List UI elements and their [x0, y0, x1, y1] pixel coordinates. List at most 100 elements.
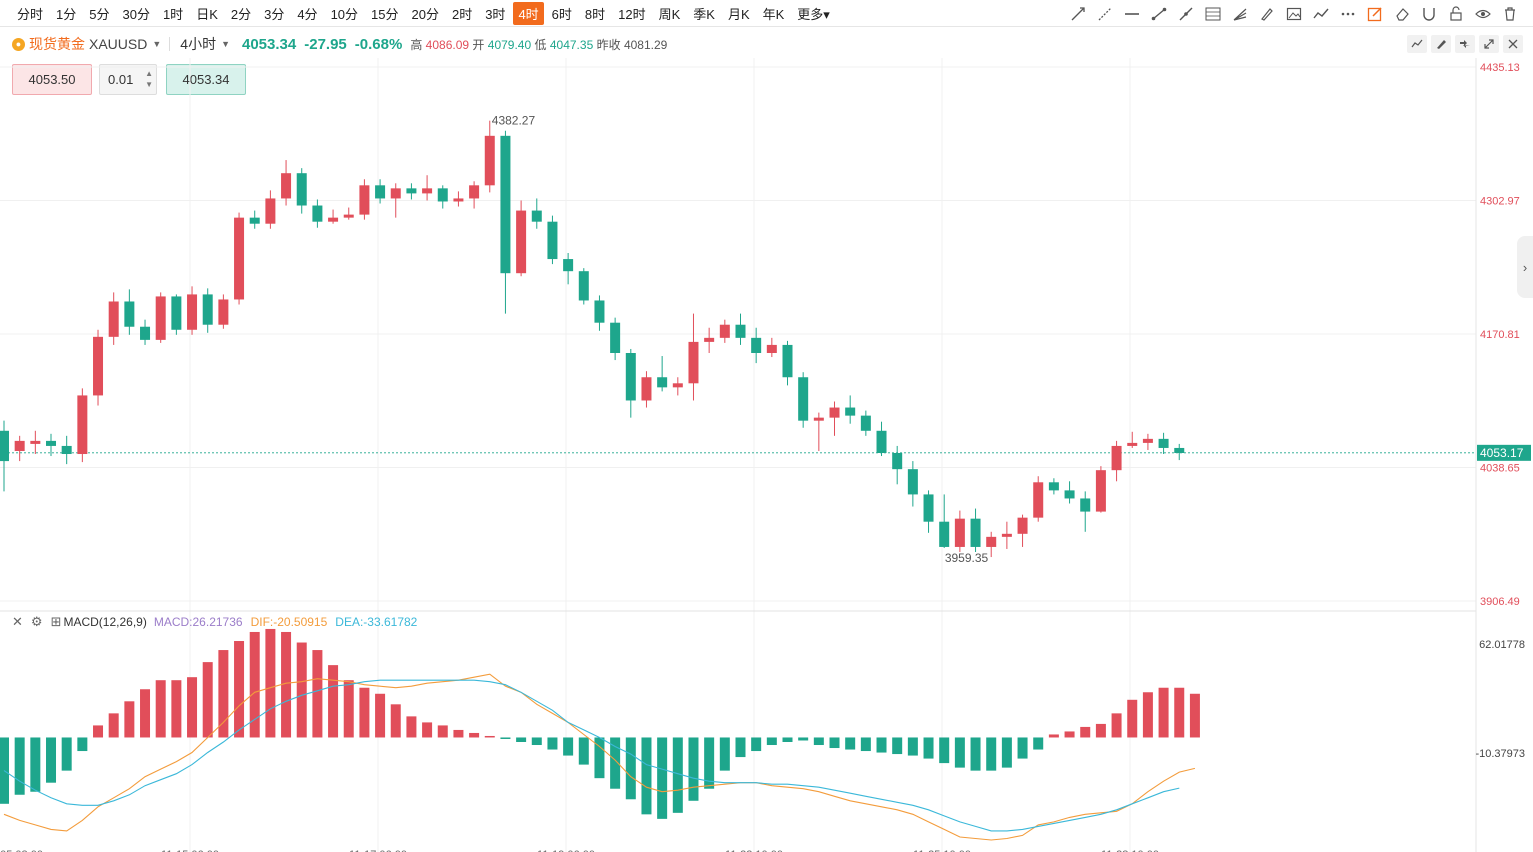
- macd-bar: [234, 641, 245, 738]
- candle-body: [547, 221, 558, 260]
- macd-bar: [782, 737, 793, 742]
- period-tab[interactable]: 8时: [584, 6, 606, 22]
- candle-body: [155, 296, 166, 340]
- period-tab[interactable]: 更多▾: [797, 6, 830, 22]
- period-tab[interactable]: 2时: [451, 6, 473, 22]
- macd-bar: [1048, 734, 1059, 738]
- candle-body: [484, 135, 495, 186]
- sell-button[interactable]: 4053.50: [12, 64, 92, 95]
- macd-bar: [406, 716, 417, 738]
- trash-icon[interactable]: [1501, 5, 1519, 23]
- macd-bar: [845, 737, 856, 750]
- eraser-icon[interactable]: [1393, 5, 1411, 23]
- fullscreen-icon[interactable]: [1479, 35, 1499, 53]
- period-tab[interactable]: 4分: [297, 6, 318, 22]
- quick-order-panel: 4053.50 0.01 ▲ ▼ 4053.34: [12, 64, 246, 95]
- macd-bar: [1017, 737, 1028, 759]
- close-icon[interactable]: [1503, 35, 1523, 53]
- settings-icon[interactable]: ⚙: [30, 614, 43, 629]
- candle-body: [296, 173, 307, 206]
- period-tab[interactable]: 1时: [162, 6, 184, 22]
- symbol-dropdown-icon[interactable]: ▼: [152, 39, 162, 49]
- stepper-arrows-icon[interactable]: ▲ ▼: [145, 69, 153, 89]
- period-tab[interactable]: 3分: [264, 6, 285, 22]
- macd-bar: [798, 737, 809, 741]
- period-dropdown-icon[interactable]: ▼: [221, 39, 230, 49]
- fan-lines-icon[interactable]: [1231, 5, 1249, 23]
- period-tab[interactable]: 1分: [56, 6, 77, 22]
- brush-icon[interactable]: [1258, 5, 1276, 23]
- period-tab[interactable]: 5分: [89, 6, 110, 22]
- eye-icon[interactable]: [1474, 5, 1492, 23]
- candle-body: [766, 344, 777, 354]
- ray-line-icon[interactable]: [1069, 5, 1087, 23]
- period-selector[interactable]: 4小时: [180, 36, 217, 52]
- macd-bar: [625, 737, 636, 800]
- candle-body: [46, 440, 57, 446]
- expand-icon[interactable]: ⊞: [50, 614, 62, 629]
- candle-body: [1048, 482, 1059, 491]
- chart-style-icon[interactable]: [1407, 35, 1427, 53]
- current-price: 4053.34: [242, 35, 297, 53]
- candle-body: [61, 445, 72, 455]
- period-tab[interactable]: 4时: [513, 1, 544, 25]
- candle-body: [281, 173, 292, 199]
- chart-type-icon[interactable]: [1312, 5, 1330, 23]
- period-tab[interactable]: 季K: [693, 6, 715, 22]
- quantity-value: 0.01: [108, 72, 134, 87]
- trend-segment-icon[interactable]: [1150, 5, 1168, 23]
- side-panel-toggle[interactable]: ›: [1517, 236, 1533, 298]
- image-icon[interactable]: [1285, 5, 1303, 23]
- macd-bar: [860, 737, 871, 752]
- horizontal-line-icon[interactable]: [1123, 5, 1141, 23]
- price-chart[interactable]: 4435.13 4302.97 4170.81 4038.65 3906.49 4053.…: [0, 58, 1533, 852]
- more-tools-icon[interactable]: [1339, 5, 1357, 23]
- candle-body: [249, 217, 260, 224]
- extended-line-icon[interactable]: [1096, 5, 1114, 23]
- quantity-stepper[interactable]: 0.01 ▲ ▼: [99, 64, 157, 95]
- period-tab[interactable]: 30分: [122, 6, 150, 22]
- open-label: 开: [472, 37, 485, 52]
- macd-bar: [829, 737, 840, 749]
- candle-body: [1001, 533, 1012, 537]
- period-tab[interactable]: 年K: [762, 6, 785, 22]
- candle-body: [406, 188, 417, 194]
- price-tick-label: 3906.49: [1480, 596, 1520, 608]
- close-indicator-icon[interactable]: ✕: [12, 614, 23, 629]
- candle-body: [657, 377, 668, 388]
- symbol-code[interactable]: XAUUSD: [89, 36, 148, 52]
- period-tab[interactable]: 3时: [485, 6, 506, 22]
- period-tab[interactable]: 分时: [17, 6, 44, 22]
- low-label: 低: [534, 37, 547, 52]
- macd-bar: [578, 737, 589, 765]
- period-tab[interactable]: 10分: [330, 6, 359, 22]
- candle-body: [359, 185, 370, 215]
- candle-body: [610, 322, 621, 354]
- magnet-icon[interactable]: [1420, 5, 1438, 23]
- candle-body: [171, 296, 182, 330]
- period-tab[interactable]: 6时: [551, 6, 572, 22]
- macd-bar: [422, 722, 433, 738]
- macd-bar: [1064, 731, 1075, 738]
- trend-line-icon[interactable]: [1177, 5, 1195, 23]
- macd-bar: [61, 737, 72, 771]
- period-tab[interactable]: 日K: [196, 6, 218, 22]
- macd-bar: [766, 737, 777, 746]
- candle-body: [986, 536, 997, 547]
- edit-drawing-icon[interactable]: [1366, 5, 1384, 23]
- gold-coin-icon: ●: [12, 37, 25, 51]
- compare-icon[interactable]: [1455, 35, 1475, 53]
- pencil-icon[interactable]: [1431, 35, 1451, 53]
- buy-button[interactable]: 4053.34: [166, 64, 246, 95]
- lock-icon[interactable]: [1447, 5, 1465, 23]
- period-tab[interactable]: 20分: [411, 6, 439, 22]
- macd-bar: [594, 737, 605, 779]
- period-tab[interactable]: 2分: [230, 6, 252, 22]
- period-tab[interactable]: 15分: [371, 6, 399, 22]
- period-tab[interactable]: 月K: [727, 6, 750, 22]
- chart-right-tools: [1403, 35, 1523, 53]
- period-tab[interactable]: 周K: [658, 6, 681, 22]
- high-label: 高: [410, 37, 423, 52]
- fibonacci-icon[interactable]: [1204, 5, 1222, 23]
- period-tab[interactable]: 12时: [618, 6, 646, 22]
